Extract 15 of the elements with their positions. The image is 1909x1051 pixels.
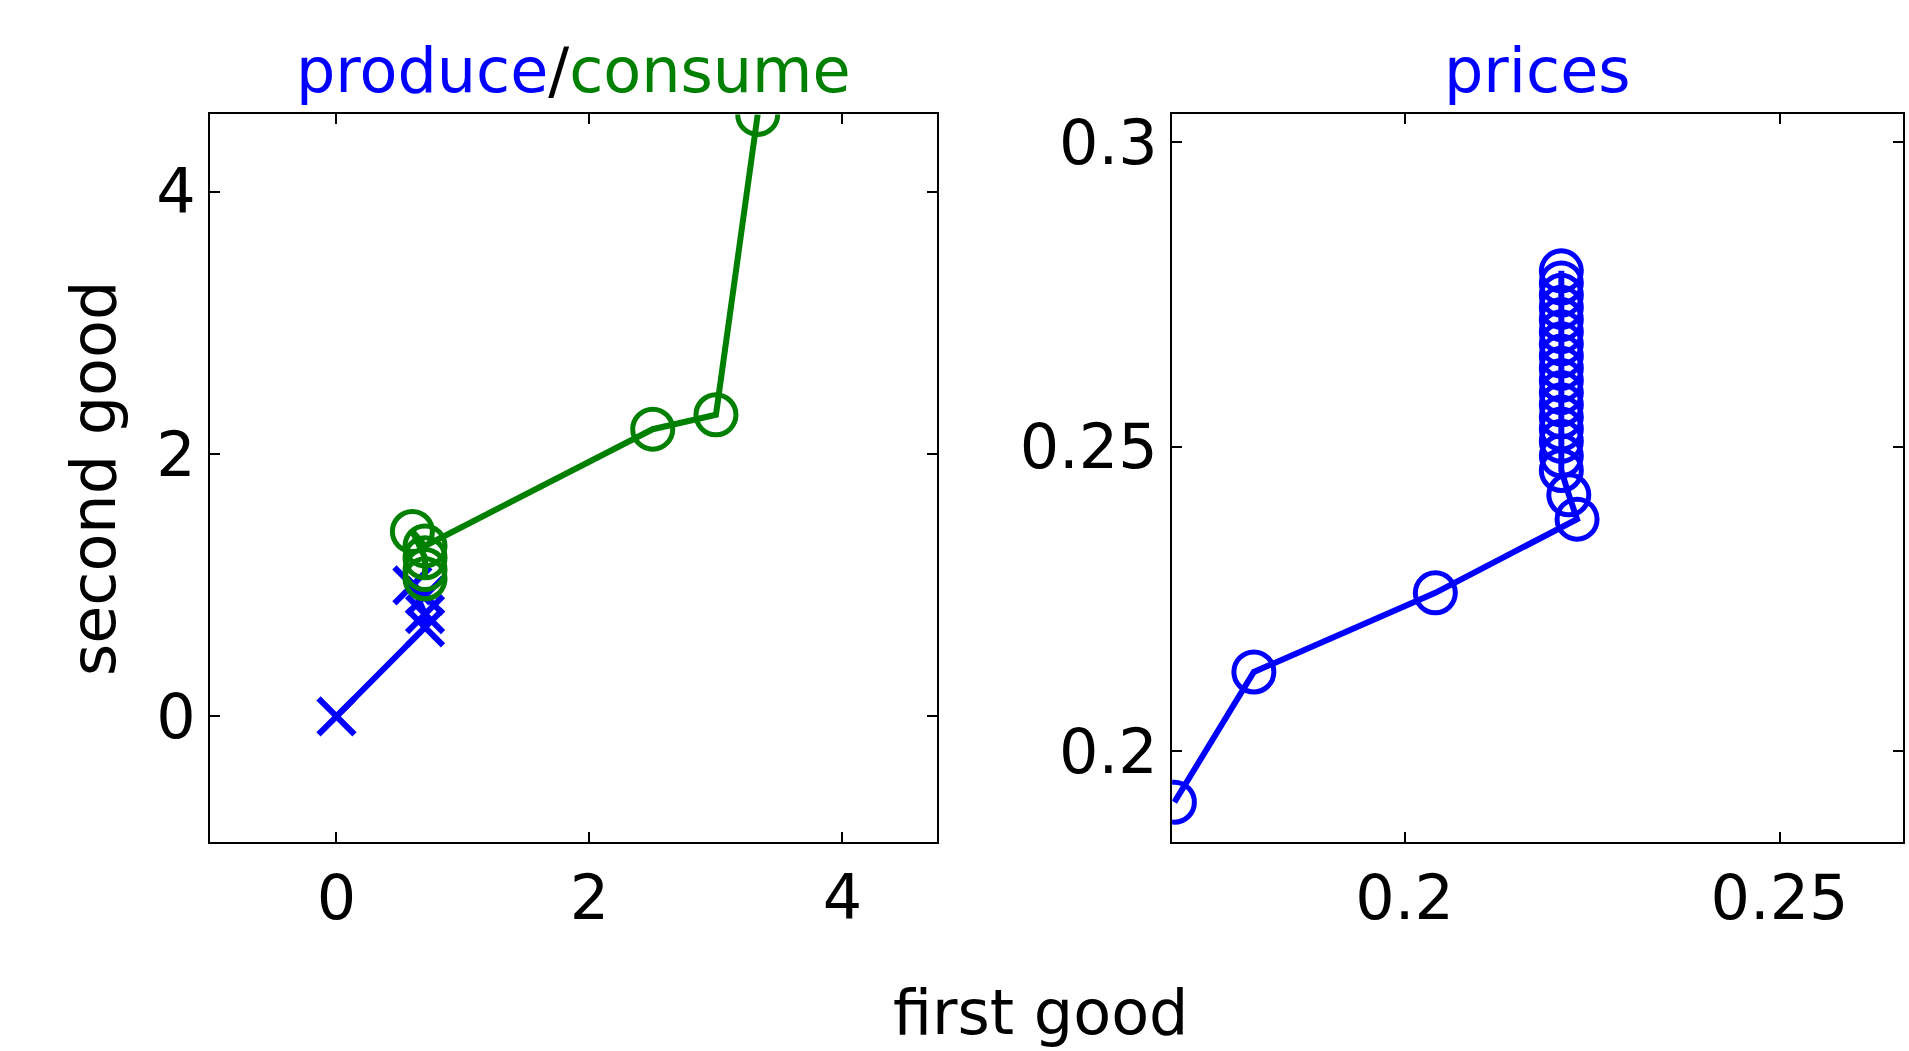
x-tick-label: 0 [316, 860, 357, 934]
x-tick-label: 4 [822, 860, 863, 934]
chart-title: produce/consume [296, 34, 851, 107]
x-tick-label: 2 [569, 860, 610, 934]
x-tick-label: 0.25 [1710, 860, 1849, 934]
x-axis-title: first good [893, 976, 1189, 1049]
y-tick-label: 0.25 [1019, 410, 1158, 484]
x-tick-label: 0.2 [1355, 860, 1454, 934]
y-tick-label: 0.2 [1059, 714, 1158, 788]
y-tick-label: 0 [156, 680, 196, 754]
y-tick-label: 0.3 [1059, 106, 1158, 180]
y-tick-label: 2 [156, 417, 196, 491]
y-tick-label: 4 [156, 155, 196, 229]
y-axis-title: second good [57, 280, 131, 677]
chart-title: prices [1444, 34, 1631, 107]
